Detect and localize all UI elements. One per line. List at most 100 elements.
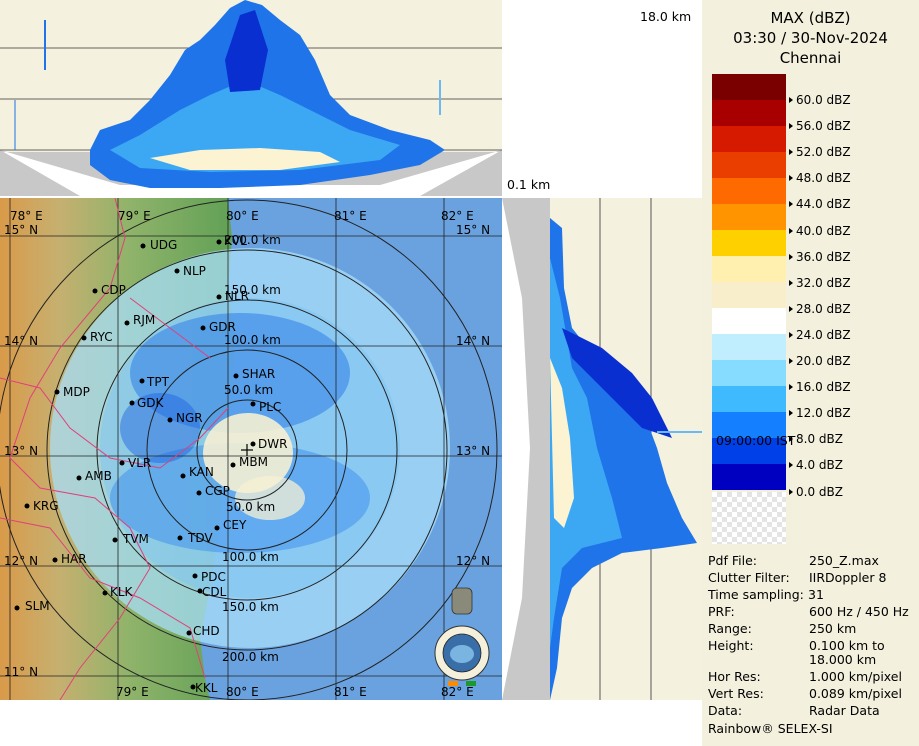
info-value: 0.100 km to xyxy=(809,638,885,653)
legend-swatch xyxy=(712,412,786,438)
city-label: CGP xyxy=(205,484,230,498)
legend-swatch xyxy=(712,74,786,100)
legend-tick-icon xyxy=(789,201,793,208)
info-value: 250 km xyxy=(809,621,857,636)
product-title: MAX (dBZ) xyxy=(770,9,851,27)
legend-label: 52.0 dBZ xyxy=(796,145,851,160)
legend-tick-icon xyxy=(789,227,793,234)
legend-swatch xyxy=(712,204,786,230)
lon-label: 80° E xyxy=(226,209,259,223)
legend-tick-icon xyxy=(789,175,793,182)
legend-swatch xyxy=(712,282,786,308)
city-label: RYC xyxy=(90,330,113,344)
range-rings xyxy=(0,199,498,700)
legend-tick-icon xyxy=(789,331,793,338)
legend-tick-icon xyxy=(789,410,793,417)
city-label: DWR xyxy=(258,437,287,451)
footer-credit: Rainbow® SELEX-SI xyxy=(708,721,833,736)
info-value: IIRDoppler 8 xyxy=(809,570,887,585)
lon-label: 79° E xyxy=(118,209,151,223)
station-label: Chennai xyxy=(779,49,842,67)
city-label: TDV xyxy=(187,531,213,545)
info-value: 31 xyxy=(808,587,824,602)
legend-tick-icon xyxy=(789,305,793,312)
right-cross-section xyxy=(502,198,702,700)
range-label: 150.0 km xyxy=(224,283,281,297)
range-label: 150.0 km xyxy=(222,600,279,614)
info-key: Pdf File: xyxy=(708,553,757,568)
info-value: 250_Z.max xyxy=(809,553,879,568)
city-label: GDR xyxy=(209,320,236,334)
range-label: 50.0 km xyxy=(226,500,275,514)
range-label: 100.0 km xyxy=(222,550,279,564)
legend-label: 20.0 dBZ xyxy=(796,354,851,368)
info-key: Hor Res: xyxy=(708,669,761,684)
legend-tick-icon xyxy=(789,358,793,364)
info-key: Clutter Filter: xyxy=(708,570,790,585)
city-label: GDK xyxy=(137,396,165,410)
legend-label: 16.0 dBZ xyxy=(796,380,851,395)
datetime-label: 03:30 / 30-Nov-2024 xyxy=(733,29,888,47)
legend-swatch xyxy=(712,126,786,152)
echo-band-north xyxy=(130,313,350,433)
lat-label: 11° N xyxy=(4,665,38,679)
info-value: 1.000 km/pixel xyxy=(809,669,902,684)
city-label: MBM xyxy=(239,455,268,469)
lat-label: 14° N xyxy=(4,334,38,348)
legend-swatch xyxy=(712,438,786,464)
lat-label-right: 13° N xyxy=(456,444,490,458)
legend-swatch xyxy=(712,178,786,204)
top-cross-section xyxy=(0,0,502,198)
city-marker xyxy=(140,243,146,249)
legend-label: 0.0 dBZ xyxy=(796,484,843,499)
info-value: Radar Data xyxy=(809,703,880,718)
legend-label: 24.0 dBZ xyxy=(796,327,851,342)
city-label: NLP xyxy=(183,264,206,278)
info-key: Height: xyxy=(708,638,754,653)
legend-swatch xyxy=(712,334,786,360)
city-label: SLM xyxy=(25,599,50,613)
admin-borders xyxy=(0,198,229,700)
legend-label: 40.0 dBZ xyxy=(796,223,851,238)
legend-label: 8.0 dBZ xyxy=(796,432,843,447)
lat-label-right: 12° N xyxy=(456,554,490,568)
legend-tick-icon xyxy=(789,384,793,391)
city-label: UDG xyxy=(150,238,177,252)
lon-label: 78° E xyxy=(10,209,43,223)
lon-label: 81° E xyxy=(334,209,367,223)
top-height-label: 18.0 km xyxy=(640,9,692,24)
city-label: TVM xyxy=(122,532,149,546)
lion-capital-icon xyxy=(451,587,473,615)
legend-tick-icon xyxy=(789,149,793,156)
lon-label-bottom: 79° E xyxy=(116,685,149,699)
lat-label: 13° N xyxy=(4,444,38,458)
lat-label-right: 14° N xyxy=(456,334,490,348)
city-label: HAR xyxy=(61,552,87,566)
echo-core xyxy=(203,413,293,493)
info-value: 600 Hz / 450 Hz xyxy=(809,604,909,619)
imd-emblem xyxy=(434,587,490,686)
bottom-height-label: 0.1 km xyxy=(507,177,551,192)
legend-label: 48.0 dBZ xyxy=(796,171,851,186)
city-label: TPT xyxy=(146,375,170,389)
info-key: Time sampling: xyxy=(708,587,804,602)
city-label: KKL xyxy=(195,681,218,695)
radar-ppi-map[interactable]: 78° E 79° E 80° E 81° E 82° E 79° E 80° … xyxy=(0,198,502,700)
legend-label: 4.0 dBZ xyxy=(796,458,843,473)
city-label: KAN xyxy=(189,465,214,479)
info-key: Data: xyxy=(708,703,743,718)
lat-label-right: 15° N xyxy=(456,223,490,237)
city-label: CDL xyxy=(202,585,227,599)
city-label: AMB xyxy=(85,469,112,483)
color-legend xyxy=(712,74,786,490)
legend-swatch xyxy=(712,256,786,282)
legend-label: 56.0 dBZ xyxy=(796,119,851,134)
city-label: CEY xyxy=(223,518,247,532)
time-label: 09:00:00 IST xyxy=(716,433,796,448)
city-label: SHAR xyxy=(242,367,275,381)
city-label: NLR xyxy=(225,289,249,303)
info-key: Range: xyxy=(708,621,752,636)
lon-label-bottom: 81° E xyxy=(334,685,367,699)
legend-swatch xyxy=(712,360,786,386)
city-label: PDC xyxy=(201,570,226,584)
